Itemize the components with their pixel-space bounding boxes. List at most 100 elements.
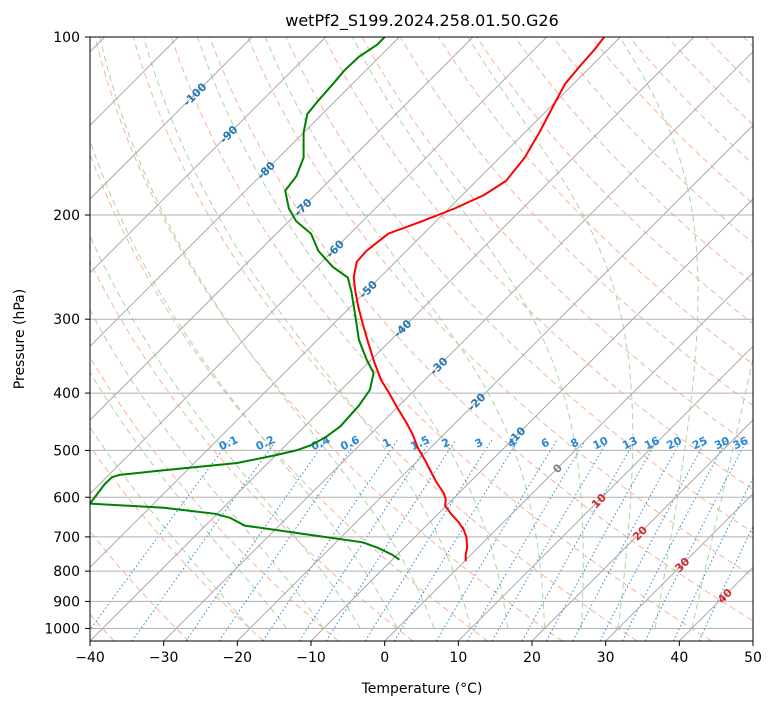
moist-adiabat-line [90,138,398,629]
x-axis-title: Temperature (°C) [361,681,483,697]
isotherm-line [90,37,695,641]
isotherm-line [90,37,548,495]
x-tick-label: 40 [670,650,688,666]
isotherm-line [163,50,753,641]
plot-frame [89,36,754,642]
isotherm-label: -100 [181,80,210,109]
isotherm-line [752,640,753,641]
temperature-line [352,37,605,562]
moist-adiabat-line [619,37,699,629]
isotherm-label: -60 [324,237,347,260]
dry-adiabat-line [323,37,753,491]
isotherm-line [605,492,753,641]
moist-adiabat-line [467,37,634,629]
y-axis-ticks: 100 200 300 400 500 600 700 800 900 1000 [44,30,90,637]
moist-adiabat-line [143,37,472,629]
mixing-ratio-line [364,439,493,641]
x-axis-ticks: −40 −30 −20 −10 0 10 20 30 40 50 [75,641,762,666]
background-reference-lines [90,37,753,641]
mixing-ratio-line [599,439,707,641]
y-tick-label: 900 [53,594,80,610]
moist-adiabat-line [352,37,584,629]
dry-adiabat-line [705,37,753,87]
y-tick-label: 100 [53,30,80,46]
dry-adiabat-line [90,445,264,641]
dry-adiabat-line [90,356,339,641]
dry-adiabat-line [209,37,753,622]
isotherm-label: -90 [217,123,240,146]
moist-adiabat-line [691,355,753,629]
x-tick-label: −30 [149,650,179,666]
moist-adiabat-line [90,234,361,629]
moist-adiabat-line [197,37,509,629]
y-tick-label: 1000 [44,621,80,637]
mixing-ratio-line [467,439,586,641]
dry-adiabat-line [90,152,488,641]
dry-adiabat-line [247,37,753,577]
moist-adiabat-line [264,37,545,629]
isotherm-label: -50 [357,278,380,301]
chart-title: wetPf2_S199.2024.258.01.50.G26 [285,11,559,31]
mixing-ratio-label: 10 [591,434,611,452]
mixing-ratio-line [262,439,399,641]
x-tick-label: 30 [597,650,615,666]
mixing-ratio-line [672,477,753,641]
dry-adiabat-line [514,37,753,284]
y-axis-title: Pressure (hPa) [12,289,28,389]
dry-adiabat-line [743,37,753,48]
isotherm-line [90,37,327,274]
mixing-ratio-line [491,439,609,641]
mixing-ratio-label: 8 [569,436,581,451]
mixing-ratio-line [521,439,636,641]
dry-adiabat-line [90,530,190,641]
y-tick-label: 600 [53,490,80,506]
dry-adiabat-line [476,37,753,325]
y-tick-label: 800 [53,564,80,580]
mixing-ratio-label: 13 [620,434,639,452]
isotherm-label: 10 [589,491,609,511]
isotherm-label: -80 [255,159,278,182]
dry-adiabat-line [94,37,563,641]
x-tick-label: 10 [449,650,467,666]
isotherm-line [90,37,400,348]
dry-adiabat-line [667,37,753,126]
isotherm-line [310,198,753,641]
y-tick-label: 700 [53,530,80,546]
isotherm-line [90,37,474,421]
mixing-ratio-label: 16 [642,434,662,452]
mixing-ratio-line [90,439,231,631]
x-tick-label: −40 [75,650,105,666]
x-tick-label: 50 [744,650,762,666]
isotherm-line [384,271,753,641]
dry-adiabat-line [437,37,753,365]
dry-adiabat-line [590,37,753,205]
profile-series [90,37,605,562]
dewpoint-line [90,37,400,561]
mixing-ratio-line [545,439,658,641]
isotherm-line [236,124,753,641]
mixing-ratio-label: 3 [473,436,485,451]
x-tick-label: −20 [223,650,253,666]
x-tick-label: 0 [380,650,389,666]
mixing-ratio-label: 6 [539,436,552,451]
mixing-ratio-line [218,439,358,641]
mixing-ratio-label: 20 [664,434,684,452]
x-tick-label: 20 [523,650,541,666]
isotherm-line [678,566,753,641]
mixing-ratio-label: 30 [712,434,732,452]
mixing-ratio-line [185,439,327,641]
mixing-ratio-line [298,439,432,641]
mixing-ratio-label: 36 [731,434,751,452]
dry-adiabat-line [132,37,638,641]
mixing-ratio-label: 1 [381,436,393,451]
y-tick-label: 400 [53,386,80,402]
mixing-ratio-line [325,439,457,641]
isotherm-line [90,37,621,569]
moist-adiabat-line [90,371,288,629]
pressure-gridlines [90,37,753,629]
moist-adiabat-line [99,37,435,629]
isotherm-line [90,37,253,200]
dry-adiabat-line [285,37,753,534]
dry-adiabat-line [170,37,712,641]
